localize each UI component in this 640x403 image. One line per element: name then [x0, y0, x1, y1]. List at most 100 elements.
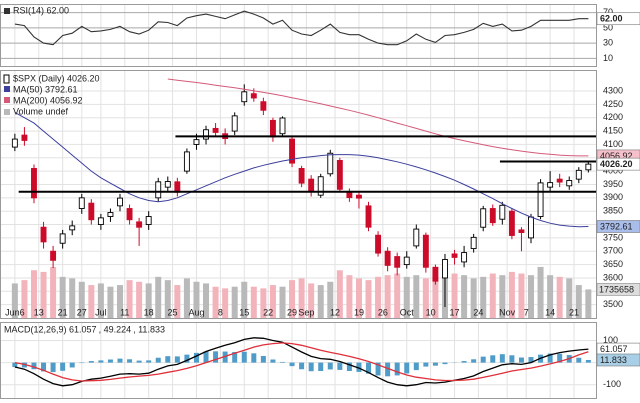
series-line	[14, 342, 589, 382]
volume-tag: 1735658	[599, 284, 634, 294]
volume-bar	[451, 273, 458, 318]
volume-bar	[126, 280, 133, 318]
histogram-bar	[394, 362, 400, 376]
candle-body	[193, 139, 200, 145]
price-panel	[0, 70, 597, 319]
y-tick-label: -100	[603, 379, 621, 389]
candle-body	[231, 115, 238, 132]
candle-body	[566, 180, 573, 187]
volume-bar	[193, 281, 200, 318]
x-tick-label: 11	[120, 307, 129, 317]
volume-bar	[480, 276, 487, 318]
candle-body	[489, 208, 496, 224]
candle-body	[183, 151, 190, 172]
candle-body	[136, 221, 143, 228]
volume-bar	[365, 280, 372, 318]
x-tick-label: 7	[524, 307, 529, 317]
candle-body	[241, 91, 248, 103]
histogram-bar	[337, 362, 343, 370]
candle-body	[11, 138, 18, 148]
x-tick-label: 10	[426, 307, 436, 317]
candle-body	[537, 182, 544, 217]
y-tick-label: 3950	[603, 179, 623, 189]
volume-bar	[183, 278, 190, 318]
candle-body	[203, 129, 209, 140]
histogram-bar	[289, 362, 295, 367]
x-tick-label: Sep	[298, 307, 314, 317]
histogram-bar	[423, 362, 429, 367]
y-tick-label: 4200	[603, 112, 623, 122]
histogram-bar	[356, 362, 362, 372]
volume-bar	[308, 283, 315, 318]
volume-bar	[346, 275, 353, 318]
candle-body	[403, 256, 410, 266]
histogram-bar	[308, 362, 314, 372]
candle-body	[117, 197, 123, 207]
legend-entry: MACD(12,26,9) 61.057	[4, 324, 97, 334]
volume-bar	[260, 288, 267, 318]
candle-body	[575, 169, 582, 180]
volume-bar	[117, 285, 123, 318]
legend-entry: , 11.833	[133, 324, 165, 334]
histogram-bar	[241, 351, 247, 363]
histogram-bar	[585, 359, 591, 363]
x-tick-label: 29	[287, 307, 297, 317]
y-tick-label: 100	[603, 335, 618, 345]
histogram-bar	[576, 357, 582, 363]
volume-bar	[250, 286, 257, 318]
x-tick-label: Jun6	[5, 307, 25, 317]
candle-body	[260, 101, 267, 111]
candle-body	[155, 181, 162, 199]
last-value-tag: 4026.20	[600, 159, 633, 169]
candle-body	[356, 194, 362, 199]
volume-bar	[470, 278, 477, 318]
histogram-bar	[346, 362, 352, 372]
last-value-tag-bg	[596, 220, 640, 233]
volume-bar	[422, 278, 429, 318]
volume-bar	[327, 281, 334, 318]
volume-bar	[585, 289, 592, 318]
x-tick-label: Aug	[188, 307, 204, 317]
y-tick-label: 4250	[603, 99, 623, 109]
histogram-bar	[232, 351, 238, 363]
legend-entry: MA(50) 3792.61	[13, 84, 78, 94]
volume-bar	[537, 266, 544, 318]
histogram-bar	[270, 359, 276, 363]
volume-bar	[575, 285, 582, 318]
candle-body	[279, 117, 286, 135]
series-line	[14, 111, 589, 228]
histogram-bar	[413, 362, 419, 371]
y-tick-label: 4150	[603, 125, 623, 135]
y-tick-label: 3600	[603, 272, 623, 282]
volume-bar	[556, 276, 563, 318]
candle-body	[499, 204, 506, 220]
volume-bar	[97, 283, 104, 318]
x-tick-label: Oct	[400, 307, 415, 317]
candle-body	[21, 134, 28, 141]
candle-body	[97, 217, 104, 225]
volume-bar	[40, 271, 47, 318]
candle-body	[556, 178, 563, 183]
volume-bar	[222, 288, 229, 318]
x-tick-label: 18	[144, 307, 154, 317]
histogram-bar	[490, 355, 496, 363]
volume-bar	[279, 286, 286, 318]
volume-bar	[499, 275, 506, 318]
volume-bar	[50, 266, 57, 318]
volume-bar	[11, 283, 18, 318]
candle-body	[126, 208, 133, 221]
candle-body	[528, 216, 534, 239]
candle-body	[480, 208, 487, 228]
histogram-bar	[165, 356, 171, 363]
candle-body	[40, 226, 47, 243]
legend-swatch	[3, 74, 10, 84]
histogram-bar	[41, 362, 47, 372]
candle-body	[59, 233, 66, 244]
histogram-bar	[213, 351, 219, 363]
histogram-bar	[117, 358, 123, 363]
candle-body	[107, 212, 114, 217]
volume-bar	[231, 286, 238, 318]
series-line	[167, 78, 589, 157]
x-tick-label: Nov	[499, 307, 516, 317]
